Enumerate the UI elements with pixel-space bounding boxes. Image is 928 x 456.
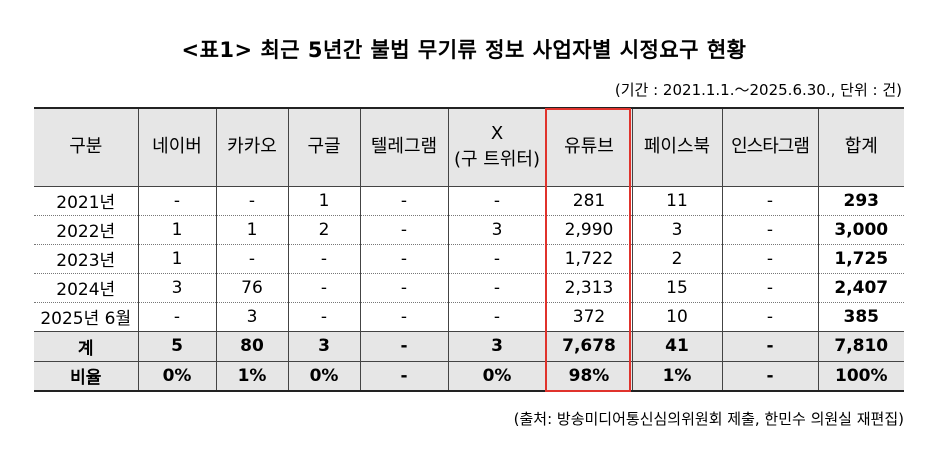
row-label: 2023년 bbox=[34, 244, 139, 274]
header-cell: 텔레그램 bbox=[359, 107, 449, 187]
header-cell: X (구 트위터) bbox=[447, 107, 547, 187]
table-cell: 1 bbox=[137, 215, 217, 245]
table-cell: 2 bbox=[287, 215, 361, 245]
table-row: 2023년 1- - - -1,722 2-1,725 bbox=[34, 244, 904, 274]
row-label: 2022년 bbox=[34, 215, 139, 245]
table-cell: - bbox=[359, 302, 449, 332]
period-note: (기간 : 2021.1.1.～2025.6.30., 단위 : 건) bbox=[614, 81, 902, 99]
data-table: 구분 네이버 카카오 구글 텔레그램 X (구 트위터) 유튜브 페이스북 인스… bbox=[34, 107, 904, 392]
table-cell: - bbox=[137, 186, 217, 216]
table-cell: 2,990 bbox=[545, 215, 633, 245]
table-cell: 1,725 bbox=[817, 244, 904, 274]
table-cell: - bbox=[447, 244, 547, 274]
table-cell: - bbox=[359, 244, 449, 274]
table-cell: 281 bbox=[545, 186, 633, 216]
table-cell: 3 bbox=[137, 273, 217, 303]
header-cell: 합계 bbox=[817, 107, 904, 187]
table-cell: 15 bbox=[631, 273, 723, 303]
table-row: 2024년 3 76- - -2,313 15-2,407 bbox=[34, 273, 904, 303]
total-row: 비율 0% 1% 0% -0% 98% 1% -100% bbox=[34, 361, 904, 392]
table-cell: - bbox=[447, 186, 547, 216]
table-cell: 3 bbox=[215, 302, 289, 332]
row-label: 2024년 bbox=[34, 273, 139, 303]
table-cell: 0% bbox=[137, 361, 217, 392]
table-row: 2025년 6월 -3- - -372 10-385 bbox=[34, 302, 904, 332]
header-cell: 네이버 bbox=[137, 107, 217, 187]
table-cell: - bbox=[721, 215, 819, 245]
table-cell: 80 bbox=[215, 331, 289, 362]
table-container: 구분 네이버 카카오 구글 텔레그램 X (구 트위터) 유튜브 페이스북 인스… bbox=[34, 107, 904, 392]
table-cell: - bbox=[721, 244, 819, 274]
table-cell: 3 bbox=[287, 331, 361, 362]
table-cell: 7,678 bbox=[545, 331, 633, 362]
table-cell: 11 bbox=[631, 186, 723, 216]
table-cell: 100% bbox=[817, 361, 904, 392]
table-cell: 0% bbox=[287, 361, 361, 392]
header-cell: 구글 bbox=[287, 107, 361, 187]
table-cell: 1,722 bbox=[545, 244, 633, 274]
header-row: 구분 네이버 카카오 구글 텔레그램 X (구 트위터) 유튜브 페이스북 인스… bbox=[34, 107, 904, 187]
table-row: 2021년 - -1- -281 11-293 bbox=[34, 186, 904, 216]
table-cell: - bbox=[721, 361, 819, 392]
header-cell: 구분 bbox=[34, 107, 139, 187]
header-cell: 유튜브 bbox=[545, 107, 633, 187]
table-cell: 10 bbox=[631, 302, 723, 332]
total-row: 계 5 80 3-3 7,678 41-7,810 bbox=[34, 331, 904, 362]
row-label: 2025년 6월 bbox=[34, 302, 139, 332]
table-cell: - bbox=[287, 244, 361, 274]
row-label: 계 bbox=[34, 331, 139, 362]
table-row: 2022년 1 1 2-3 2,990 3-3,000 bbox=[34, 215, 904, 245]
table-cell: 1% bbox=[631, 361, 723, 392]
table-title: <표1> 최근 5년간 불법 무기류 정보 사업자별 시정요구 현황 bbox=[181, 38, 747, 62]
table-cell: - bbox=[287, 302, 361, 332]
table-cell: 1% bbox=[215, 361, 289, 392]
table-cell: 5 bbox=[137, 331, 217, 362]
table-cell: - bbox=[359, 186, 449, 216]
table-cell: - bbox=[359, 273, 449, 303]
table-cell: 1 bbox=[287, 186, 361, 216]
table-cell: 1 bbox=[215, 215, 289, 245]
table-cell: 3,000 bbox=[817, 215, 904, 245]
table-cell: 0% bbox=[447, 361, 547, 392]
source-note: (출처: 방송미디어통신심의위원회 제출, 한민수 의원실 재편집) bbox=[513, 410, 904, 428]
table-cell: - bbox=[359, 361, 449, 392]
header-cell: 인스타그램 bbox=[721, 107, 819, 187]
table-cell: - bbox=[721, 331, 819, 362]
table-cell: - bbox=[447, 302, 547, 332]
header-cell: 카카오 bbox=[215, 107, 289, 187]
header-cell: 페이스북 bbox=[631, 107, 723, 187]
table-cell: 3 bbox=[447, 215, 547, 245]
table-cell: 3 bbox=[631, 215, 723, 245]
table-cell: 385 bbox=[817, 302, 904, 332]
table-cell: - bbox=[215, 186, 289, 216]
table-cell: - bbox=[721, 302, 819, 332]
table-cell: 3 bbox=[447, 331, 547, 362]
table-cell: 41 bbox=[631, 331, 723, 362]
table-cell: 98% bbox=[545, 361, 633, 392]
row-label: 비율 bbox=[34, 361, 139, 392]
table-cell: 1 bbox=[137, 244, 217, 274]
table-cell: 76 bbox=[215, 273, 289, 303]
table-cell: 372 bbox=[545, 302, 633, 332]
table-cell: - bbox=[721, 273, 819, 303]
table-cell: 293 bbox=[817, 186, 904, 216]
table-cell: - bbox=[287, 273, 361, 303]
table-cell: - bbox=[137, 302, 217, 332]
table-cell: - bbox=[447, 273, 547, 303]
row-label: 2021년 bbox=[34, 186, 139, 216]
table-cell: - bbox=[721, 186, 819, 216]
table-cell: 2 bbox=[631, 244, 723, 274]
table-cell: 2,407 bbox=[817, 273, 904, 303]
table-cell: 2,313 bbox=[545, 273, 633, 303]
table-footer: 계 5 80 3-3 7,678 41-7,810 비율 0% 1% 0% -0% 98% 1% -100… bbox=[34, 331, 904, 392]
table-cell: - bbox=[359, 331, 449, 362]
table-cell: - bbox=[215, 244, 289, 274]
table-cell: 7,810 bbox=[817, 331, 904, 362]
table-body: 2021년 - -1- -281 11-293 2022년 1 1 2-3 2,990 3-3,00… bbox=[34, 186, 904, 332]
table-cell: - bbox=[359, 215, 449, 245]
